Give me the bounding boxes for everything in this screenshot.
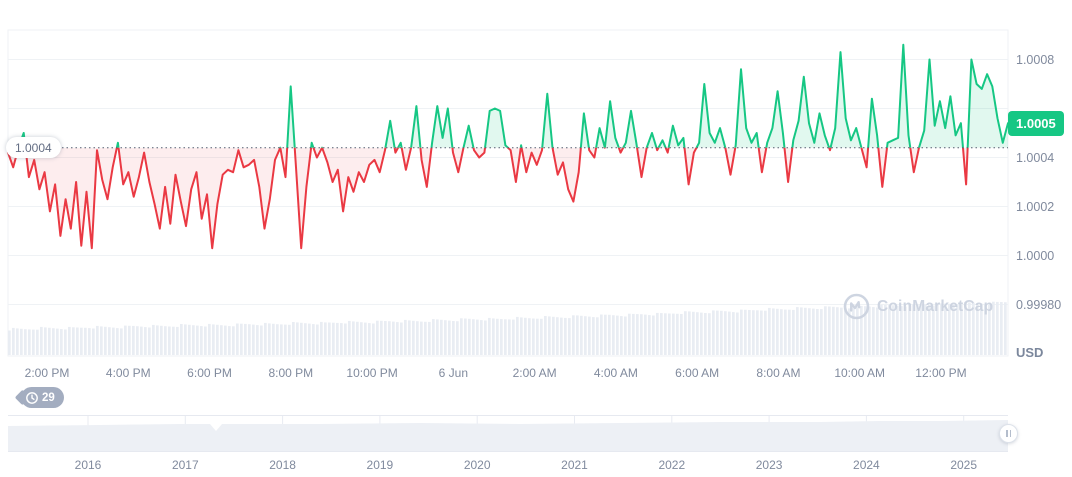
x-axis-label: 12:00 PM — [915, 366, 967, 380]
coinmarketcap-logo-icon — [843, 293, 870, 320]
navigator-year-label: 2022 — [658, 458, 686, 472]
handle-grip-icon — [1009, 430, 1011, 437]
x-axis-label: 6 Jun — [438, 366, 469, 380]
x-axis-label: 2:00 AM — [512, 366, 557, 380]
navigator-year-label: 2018 — [269, 458, 296, 472]
x-axis-label: 4:00 PM — [105, 366, 151, 380]
x-axis-label: 8:00 PM — [268, 366, 314, 380]
navigator-year-label: 2024 — [853, 458, 880, 472]
watermark-text: CoinMarketCap — [877, 297, 994, 315]
y-axis-label: 0.99980 — [1016, 297, 1062, 312]
x-axis-label: 10:00 PM — [346, 366, 398, 380]
navigator-right-handle[interactable] — [999, 424, 1018, 443]
x-axis-label: 2:00 PM — [24, 366, 70, 380]
navigator-year-label: 2020 — [463, 458, 491, 472]
events-flag-count: 29 — [42, 391, 55, 404]
y-axis-label: 1.0002 — [1016, 199, 1055, 214]
navigator-year-label: 2016 — [74, 458, 102, 472]
navigator-year-label: 2017 — [171, 458, 199, 472]
clock-icon — [25, 391, 39, 405]
x-axis-label: 10:00 AM — [834, 366, 886, 380]
navigator-year-label: 2019 — [366, 458, 394, 472]
handle-grip-icon — [1006, 430, 1008, 437]
x-axis-label: 8:00 AM — [756, 366, 801, 380]
navigator-year-label: 2021 — [561, 458, 588, 472]
x-axis-label: 6:00 AM — [675, 366, 720, 380]
currency-axis-label: USD — [1016, 345, 1044, 360]
last-price-badge: 1.0005 — [1008, 110, 1064, 136]
open-price-label: 1.0004 — [6, 137, 61, 159]
y-axis-label: 1.0000 — [1016, 248, 1055, 263]
open-price-value: 1.0004 — [15, 140, 52, 155]
y-axis-label: 1.0008 — [1016, 52, 1055, 67]
x-axis-label: 6:00 PM — [187, 366, 232, 380]
events-flag-badge[interactable]: 29 — [21, 387, 64, 408]
x-axis-label: 4:00 AM — [593, 366, 638, 380]
last-price-value: 1.0005 — [1016, 115, 1056, 131]
navigator-year-label: 2023 — [755, 458, 783, 472]
coinmarketcap-watermark: CoinMarketCap — [843, 293, 993, 320]
y-axis-label: 1.0004 — [1016, 150, 1055, 165]
navigator-year-label: 2025 — [950, 458, 978, 472]
